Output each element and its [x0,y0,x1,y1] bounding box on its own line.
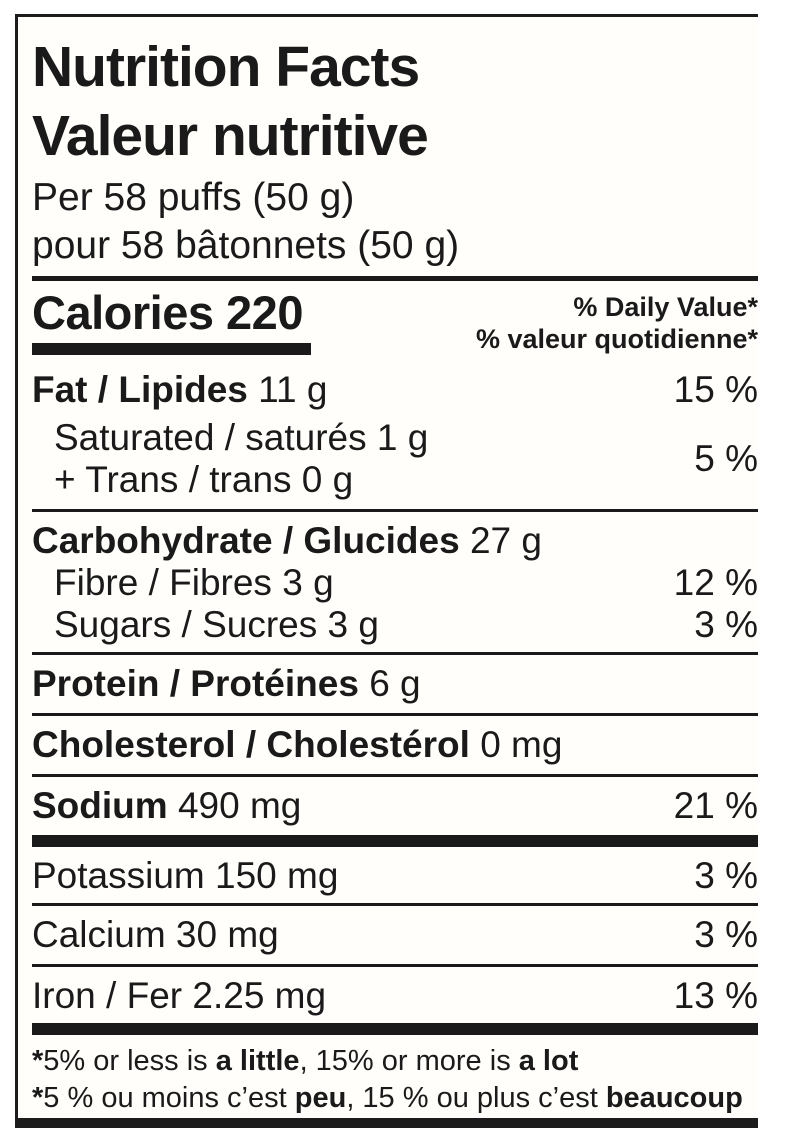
footnotes: *5% or less is a little, 15% or more is … [32,1043,758,1117]
nutrient-name: Protein / Protéines 6 g [32,663,421,704]
divider [32,713,758,716]
nutrient-row-iron: Iron / Fer 2.25 mg 13 % [32,967,758,1023]
nutrient-dv: 5 % [694,438,758,479]
nutrient-row-fibre: Fibre / Fibres 3 g 12 % [32,562,758,604]
calories-section: Calories 220 % Daily Value* % valeur quo… [32,286,758,355]
nutrient-amount: 3 g [282,562,334,603]
divider [32,652,758,655]
nutrient-name: Fat / Lipides 11 g [32,369,328,410]
divider-thick [32,1023,758,1035]
nutrient-amount: 27 g [469,520,542,561]
nutrient-dv: 21 % [673,785,758,826]
nutrient-amount: 3 g [327,604,379,645]
divider [32,774,758,777]
divider [32,509,758,512]
calories-label: Calories [32,286,214,339]
calories-heading: Calories 220 [32,286,311,355]
nutrient-name: Fibre / Fibres 3 g [54,562,334,603]
nutrient-amount: 0 mg [480,724,563,765]
nutrient-name: Saturated / saturés 1 g + Trans / trans … [54,417,429,500]
nutrient-row-saturated-trans: Saturated / saturés 1 g + Trans / trans … [32,417,758,509]
nutrient-row-protein: Protein / Protéines 6 g [32,655,758,713]
nutrient-amount: 6 g [369,663,421,704]
nutrient-dv: 12 % [673,562,758,603]
footnote-fr: *5 % ou moins c’est peu, 15 % ou plus c’… [32,1082,743,1114]
nutrient-amount: 490 mg [177,785,302,826]
daily-value-header-fr: % valeur quotidienne* [475,324,758,354]
divider [32,964,758,967]
nutrient-row-potassium: Potassium 150 mg 3 % [32,847,758,903]
divider [32,903,758,906]
nutrient-amount: 11 g [258,369,328,410]
nutrient-dv: 3 % [694,604,758,645]
serving-size-fr: pour 58 bâtonnets (50 g) [32,224,460,267]
daily-value-header-en: % Daily Value* [573,292,758,322]
nutrient-row-fat: Fat / Lipides 11 g 15 % [32,355,758,417]
nutrient-amount: 30 mg [175,914,279,955]
nutrient-name: Iron / Fer 2.25 mg [32,975,327,1016]
nutrient-dv: 3 % [694,914,758,955]
nutrient-dv: 13 % [673,975,758,1016]
serving-size-en: Per 58 puffs (50 g) [32,176,355,219]
nutrition-label: Nutrition Facts Valeur nutritive Per 58 … [15,14,758,1128]
nutrient-name: Potassium 150 mg [32,855,339,896]
nutrient-row-calcium: Calcium 30 mg 3 % [32,906,758,964]
nutrient-name: Sugars / Sucres 3 g [54,604,379,645]
nutrient-row-carbohydrate: Carbohydrate / Glucides 27 g [32,512,758,562]
nutrient-row-sodium: Sodium 490 mg 21 % [32,777,758,835]
nutrient-amount: 150 mg [215,855,339,896]
title-fr: Valeur nutritive [32,104,429,168]
nutrient-name: Cholesterol / Cholestérol 0 mg [32,724,563,765]
nutrient-dv: 3 % [694,855,758,896]
divider-serving [32,276,758,281]
daily-value-header: % Daily Value* % valeur quotidienne* [476,286,758,355]
footnote-en: *5% or less is a little, 15% or more is … [32,1045,579,1077]
nutrient-amount: 2.25 mg [192,975,327,1016]
nutrient-name: Sodium 490 mg [32,785,302,826]
divider-thick [32,835,758,847]
nutrient-row-sugars: Sugars / Sucres 3 g 3 % [32,604,758,652]
calories-value: 220 [226,286,303,339]
title-en: Nutrition Facts [32,35,420,99]
nutrient-row-cholesterol: Cholesterol / Cholestérol 0 mg [32,716,758,774]
nutrient-name: Carbohydrate / Glucides 27 g [32,520,542,561]
nutrient-dv: 15 % [673,369,758,410]
nutrient-name: Calcium 30 mg [32,914,279,955]
